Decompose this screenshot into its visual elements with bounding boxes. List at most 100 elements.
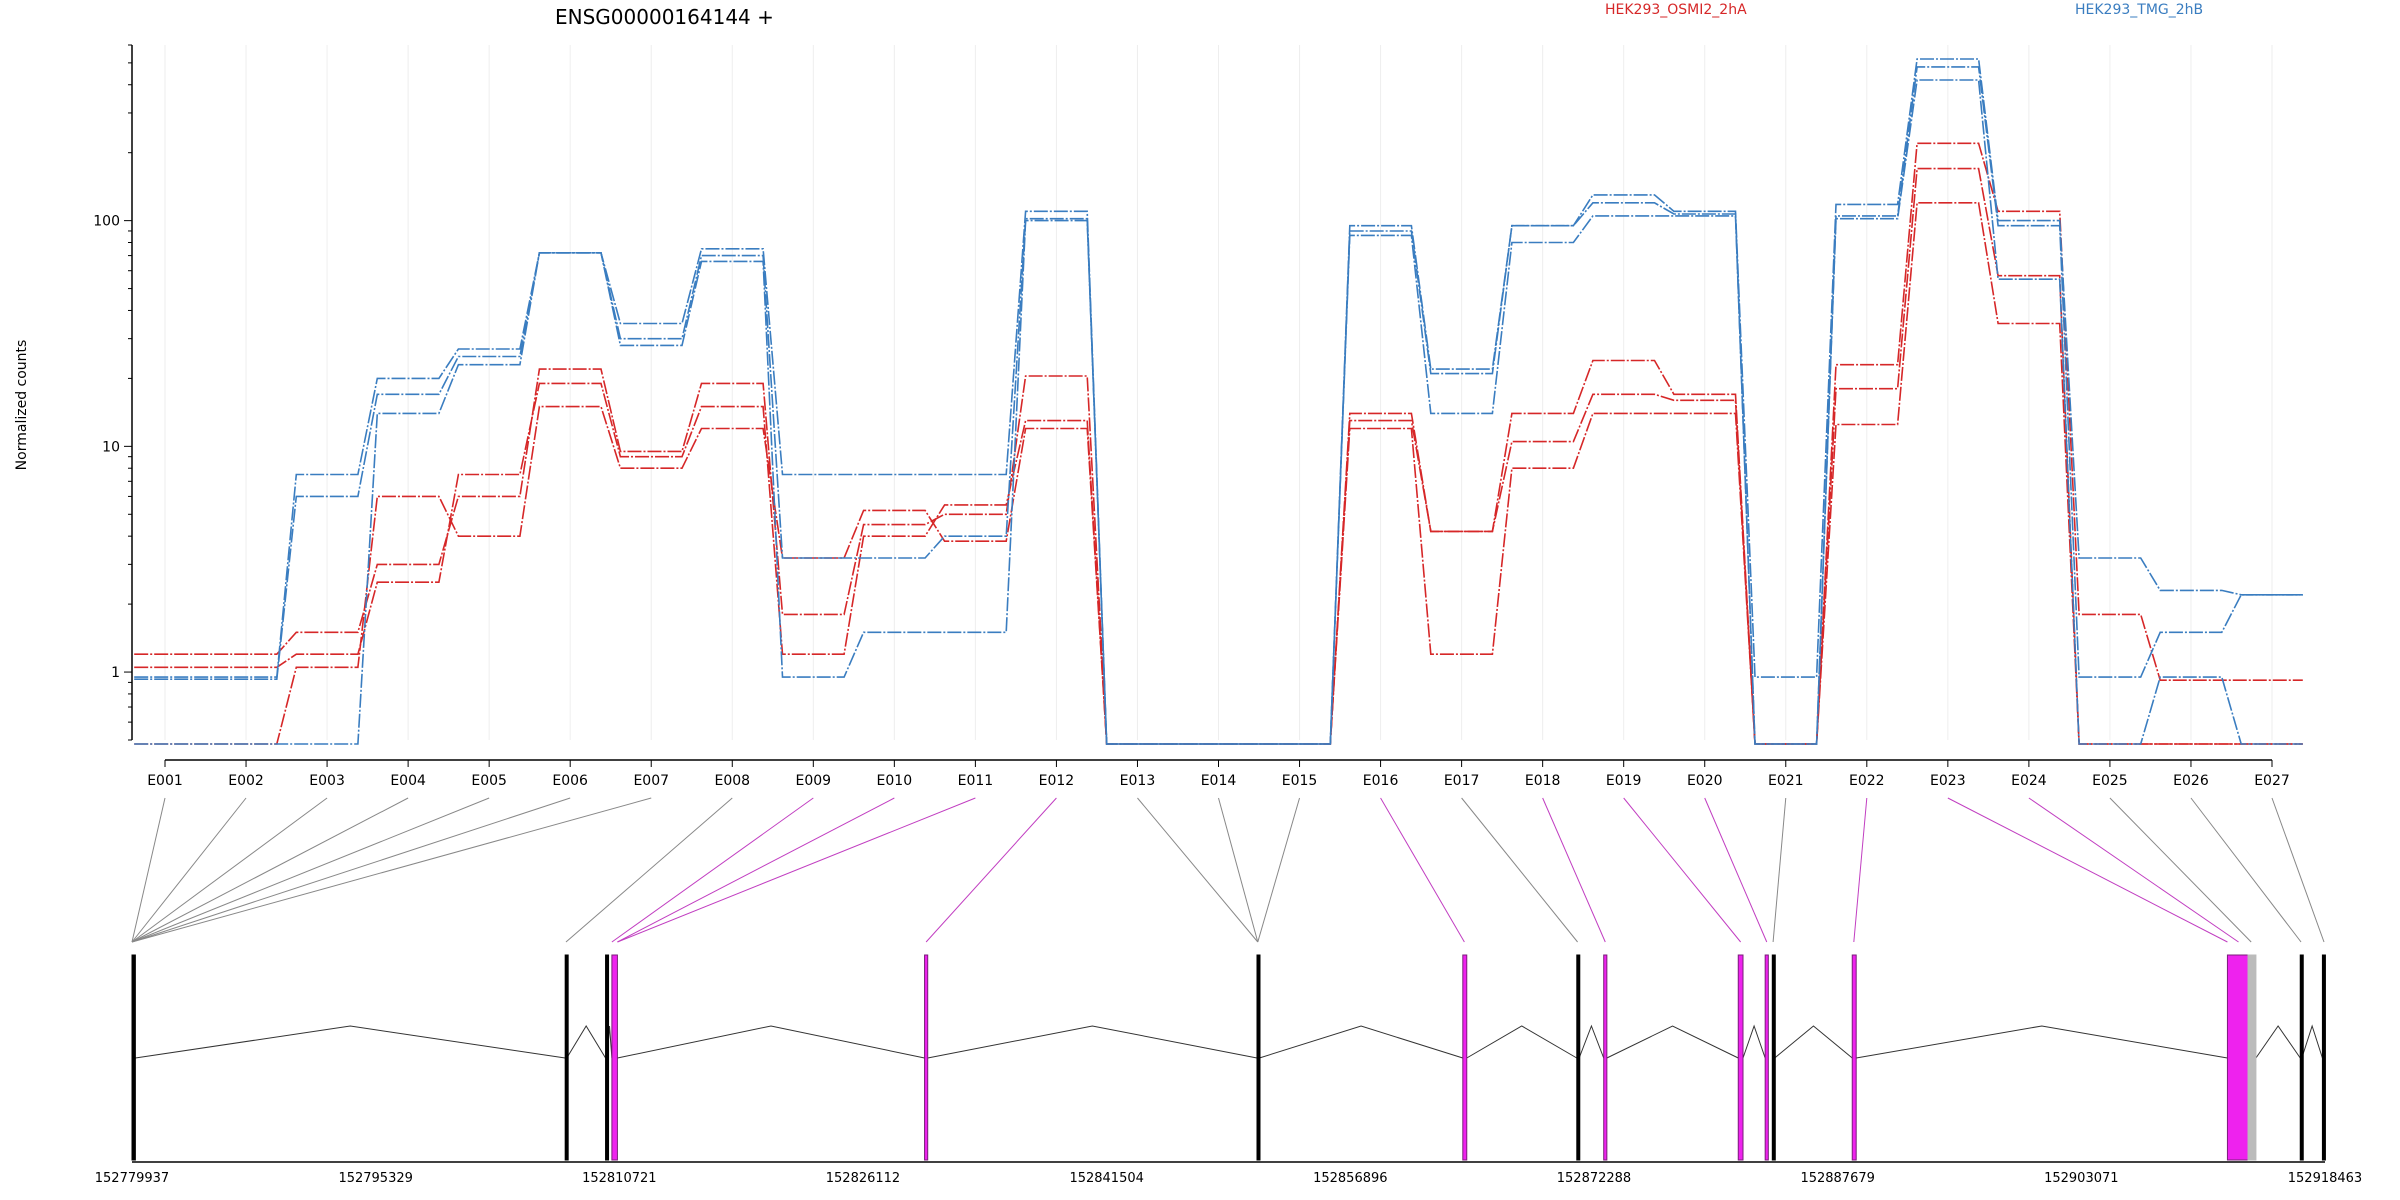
exon-label: E003 bbox=[309, 773, 345, 789]
exon-label: E006 bbox=[552, 773, 588, 789]
series-line-6 bbox=[134, 79, 2303, 745]
y-tick-label: 1 bbox=[111, 665, 120, 681]
genomic-coordinate-axis: 152779937 152795329 152810721 152826112 1528… bbox=[95, 1161, 2362, 1186]
exon-connector bbox=[1461, 797, 1578, 943]
exon-connector bbox=[1380, 797, 1465, 943]
exon-block bbox=[2299, 954, 2304, 1161]
exon-label: E014 bbox=[1201, 773, 1237, 789]
exon-connector bbox=[1704, 797, 1768, 943]
intron-line bbox=[135, 1025, 566, 1059]
exon-connector bbox=[1257, 797, 1301, 943]
exon-connector bbox=[2109, 797, 2252, 943]
exon-block bbox=[1771, 954, 1776, 1161]
intron-line bbox=[1742, 1024, 1766, 1059]
exon-connector bbox=[617, 797, 976, 943]
exon-label: E004 bbox=[390, 773, 426, 789]
exon-label: E018 bbox=[1525, 773, 1561, 789]
exon-block bbox=[1603, 954, 1608, 1161]
exon-connector bbox=[1137, 797, 1259, 943]
intron-line bbox=[2301, 1024, 2323, 1059]
exon-block bbox=[605, 954, 610, 1161]
y-axis: 1 10 100 bbox=[93, 44, 133, 741]
genomic-tick-label: 152779937 bbox=[95, 1171, 169, 1186]
series-line-4 bbox=[134, 58, 2303, 745]
exon-block bbox=[1764, 954, 1769, 1161]
exon-connector bbox=[611, 797, 814, 943]
plot-area bbox=[134, 58, 2303, 745]
exon-label: E011 bbox=[958, 773, 994, 789]
genomic-tick-label: 152795329 bbox=[338, 1171, 412, 1186]
exon-connector bbox=[131, 797, 166, 943]
intron-line bbox=[1578, 1024, 1605, 1059]
exon-block bbox=[1851, 954, 1857, 1161]
intron-line bbox=[1606, 1025, 1739, 1059]
exon-label: E015 bbox=[1282, 773, 1318, 789]
exon-connector bbox=[131, 797, 247, 943]
exon-label: E020 bbox=[1687, 773, 1723, 789]
intron-line bbox=[1259, 1025, 1463, 1059]
exon-label: E025 bbox=[2092, 773, 2128, 789]
exon-label: E016 bbox=[1363, 773, 1399, 789]
exon-block bbox=[2247, 954, 2257, 1161]
exon-block bbox=[1462, 954, 1468, 1161]
series-line-2 bbox=[134, 167, 2303, 745]
x-axis: E001 E002 E003 E004 E005 E006 E007 E008 E009 E010… bbox=[147, 759, 2290, 789]
exon-connector bbox=[1947, 797, 2228, 943]
exon-label: E010 bbox=[877, 773, 913, 789]
exon-block bbox=[611, 954, 618, 1161]
series-line-1 bbox=[134, 142, 2303, 745]
intron-line bbox=[1466, 1025, 1578, 1059]
exon-label: E019 bbox=[1606, 773, 1642, 789]
exon-connector bbox=[2190, 797, 2302, 943]
intron-line bbox=[566, 1025, 606, 1059]
intron-line bbox=[1856, 1025, 2228, 1059]
exon-connector bbox=[617, 797, 895, 943]
intron-line bbox=[1774, 1025, 1853, 1059]
exon-label: E024 bbox=[2011, 773, 2047, 789]
exon-label: E023 bbox=[1930, 773, 1966, 789]
exon-label: E009 bbox=[796, 773, 832, 789]
exon-label: E026 bbox=[2173, 773, 2209, 789]
intron-line bbox=[2255, 1025, 2301, 1059]
exon-block bbox=[564, 954, 569, 1161]
exon-connector bbox=[131, 797, 490, 943]
exon-label: E012 bbox=[1039, 773, 1075, 789]
exon-label: E017 bbox=[1444, 773, 1480, 789]
exon-connector bbox=[131, 797, 328, 943]
exon-block bbox=[924, 954, 929, 1161]
exon-connector bbox=[1542, 797, 1606, 943]
gene-model-track bbox=[131, 954, 2326, 1161]
exon-connector bbox=[565, 797, 733, 943]
legend-entry-osmi2: HEK293_OSMI2_2hA bbox=[1605, 2, 1747, 18]
genomic-tick-label: 152856896 bbox=[1313, 1171, 1387, 1186]
exon-label: E008 bbox=[714, 773, 750, 789]
exon-label: E005 bbox=[471, 773, 507, 789]
y-tick-label: 100 bbox=[93, 214, 120, 230]
exon-label: E021 bbox=[1768, 773, 1804, 789]
exon-label: E013 bbox=[1120, 773, 1156, 789]
exon-connector bbox=[1853, 797, 1868, 943]
genomic-tick-label: 152810721 bbox=[582, 1171, 656, 1186]
exon-label: E007 bbox=[633, 773, 669, 789]
exon-label: E002 bbox=[228, 773, 264, 789]
exon-connector bbox=[2271, 797, 2325, 943]
exon-connector-lines bbox=[131, 797, 2325, 943]
exon-connector bbox=[1772, 797, 1787, 943]
x-gridlines bbox=[164, 45, 2273, 740]
genomic-tick-label: 152872288 bbox=[1557, 1171, 1631, 1186]
exon-label: E027 bbox=[2254, 773, 2290, 789]
exon-connector bbox=[1623, 797, 1742, 943]
exon-block bbox=[1576, 954, 1581, 1161]
series-line-5 bbox=[134, 66, 2303, 745]
genomic-tick-label: 152903071 bbox=[2044, 1171, 2118, 1186]
exon-block bbox=[2321, 954, 2326, 1161]
exon-connector bbox=[925, 797, 1057, 943]
exon-block bbox=[131, 954, 136, 1161]
exon-label: E001 bbox=[147, 773, 183, 789]
exon-block bbox=[1256, 954, 1261, 1161]
chart-title: ENSG00000164144 + bbox=[555, 5, 774, 29]
exon-block bbox=[1737, 954, 1744, 1161]
exon-connector bbox=[131, 797, 571, 943]
exon-block bbox=[2226, 954, 2249, 1161]
